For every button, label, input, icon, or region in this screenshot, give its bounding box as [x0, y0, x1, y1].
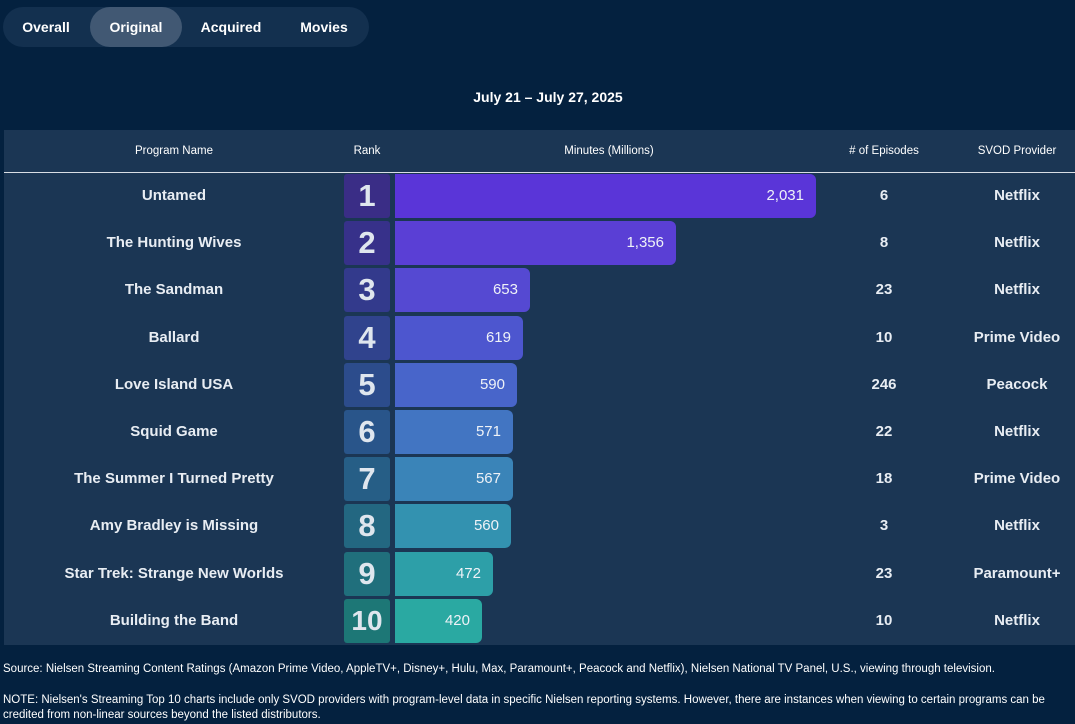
- disclaimer-note: NOTE: Nielsen's Streaming Top 10 charts …: [3, 694, 1045, 721]
- svod-provider: Prime Video: [973, 470, 1061, 487]
- minutes-value: 1,356: [626, 234, 664, 251]
- date-range: July 21 – July 27, 2025: [473, 89, 623, 105]
- minutes-value: 571: [475, 423, 501, 440]
- minutes-value: 653: [492, 281, 518, 298]
- minutes-bar: [395, 599, 482, 643]
- tab-overall[interactable]: Overall: [22, 19, 70, 35]
- program-name: Amy Bradley is Missing: [89, 517, 259, 534]
- svod-provider: Prime Video: [973, 329, 1061, 346]
- minutes-value: 590: [479, 376, 505, 393]
- svod-provider: Netflix: [994, 517, 1040, 534]
- episodes-count: 6: [879, 187, 889, 204]
- minutes-bar: [395, 316, 523, 360]
- rank-badge: 10: [344, 599, 390, 643]
- episodes-count: 22: [875, 423, 893, 440]
- minutes-value: 472: [455, 565, 481, 582]
- episodes-count: 8: [879, 234, 889, 251]
- tab-movies[interactable]: Movies: [300, 19, 348, 35]
- rank-badge: 1: [344, 174, 390, 218]
- program-name: The Summer I Turned Pretty: [74, 470, 274, 487]
- svod-provider: Netflix: [994, 234, 1040, 251]
- episodes-count: 10: [875, 612, 893, 629]
- minutes-bar: [395, 457, 513, 501]
- tab-original[interactable]: Original: [90, 7, 182, 47]
- minutes-bar: [395, 552, 493, 596]
- episodes-count: 23: [875, 565, 893, 582]
- svod-provider: Peacock: [986, 376, 1048, 393]
- source-note: Source: Nielsen Streaming Content Rating…: [3, 663, 995, 675]
- header-program-name: Program Name: [135, 145, 213, 157]
- tab-acquired[interactable]: Acquired: [200, 19, 262, 35]
- svod-provider: Netflix: [994, 281, 1040, 298]
- program-name: Star Trek: Strange New Worlds: [64, 565, 284, 582]
- minutes-value: 560: [473, 517, 499, 534]
- header-rank: Rank: [353, 145, 381, 157]
- episodes-count: 10: [875, 329, 893, 346]
- rank-badge: 5: [344, 363, 390, 407]
- program-name: The Sandman: [124, 281, 224, 298]
- minutes-value: 2,031: [766, 187, 804, 204]
- category-tabs: Overall Original Acquired Movies: [3, 7, 369, 47]
- top10-table: Program Name Rank Minutes (Millions) # o…: [4, 130, 1075, 645]
- rank-badge: 2: [344, 221, 390, 265]
- minutes-bar: [395, 268, 530, 312]
- program-name: Ballard: [148, 329, 200, 346]
- program-name: Building the Band: [109, 612, 239, 629]
- episodes-count: 23: [875, 281, 893, 298]
- minutes-value: 567: [475, 470, 501, 487]
- program-name: Squid Game: [130, 423, 218, 440]
- rank-badge: 8: [344, 504, 390, 548]
- svod-provider: Netflix: [994, 187, 1040, 204]
- minutes-bar: [395, 410, 513, 454]
- episodes-count: 246: [871, 376, 897, 393]
- svod-provider: Netflix: [994, 423, 1040, 440]
- minutes-bar: [395, 221, 676, 265]
- rank-badge: 6: [344, 410, 390, 454]
- minutes-bar: [395, 504, 511, 548]
- header-svod-provider: SVOD Provider: [977, 145, 1057, 157]
- rank-badge: 4: [344, 316, 390, 360]
- svod-provider: Paramount+: [973, 565, 1061, 582]
- program-name: Love Island USA: [114, 376, 234, 393]
- episodes-count: 18: [875, 470, 893, 487]
- episodes-count: 3: [879, 517, 889, 534]
- rank-badge: 7: [344, 457, 390, 501]
- minutes-value: 619: [485, 329, 511, 346]
- minutes-bar: [395, 363, 517, 407]
- header-episodes: # of Episodes: [849, 145, 919, 157]
- minutes-value: 420: [444, 612, 470, 629]
- rank-badge: 3: [344, 268, 390, 312]
- rank-badge: 9: [344, 552, 390, 596]
- program-name: Untamed: [141, 187, 207, 204]
- minutes-bar: [395, 174, 816, 218]
- program-name: The Hunting Wives: [106, 234, 242, 251]
- header-minutes: Minutes (Millions): [564, 145, 654, 157]
- header-divider: [4, 172, 1075, 173]
- svod-provider: Netflix: [994, 612, 1040, 629]
